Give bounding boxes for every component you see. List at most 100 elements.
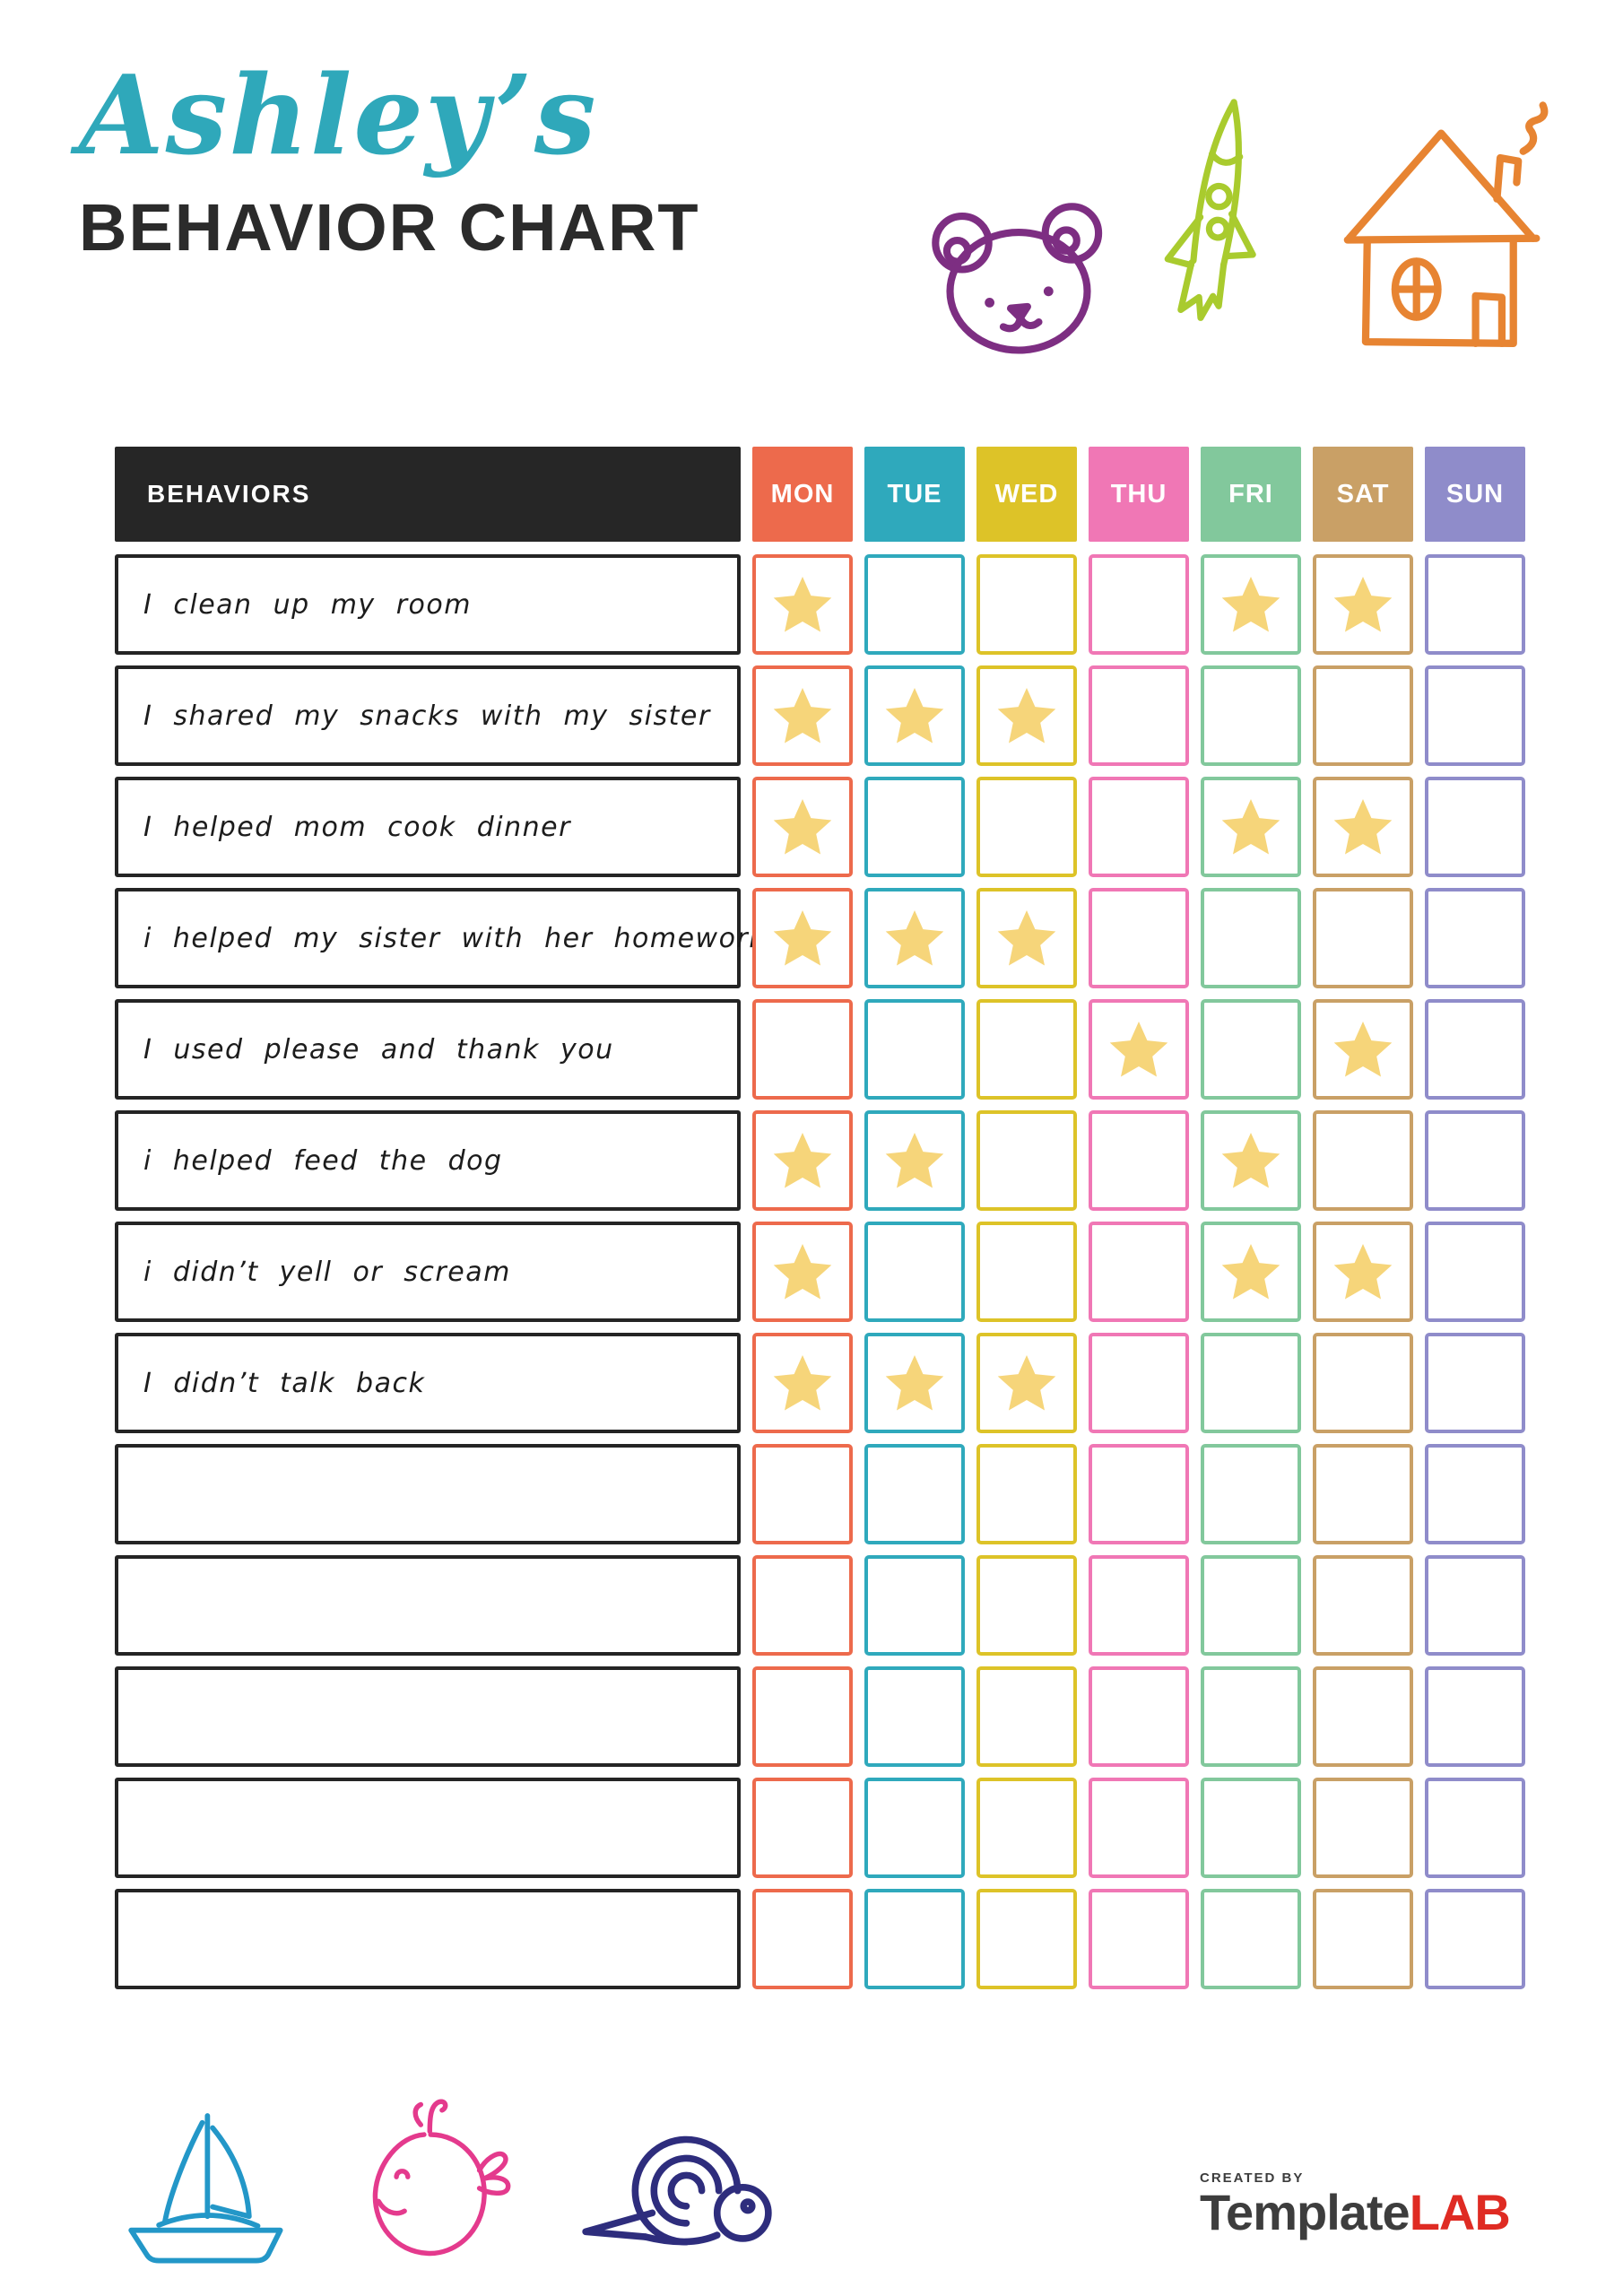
- cell-11-sat[interactable]: [1313, 1666, 1413, 1767]
- cell-12-sat[interactable]: [1313, 1778, 1413, 1878]
- cell-1-sun[interactable]: [1425, 554, 1525, 655]
- behavior-cell-8[interactable]: I didn’t talk back: [115, 1333, 741, 1433]
- cell-11-mon[interactable]: [752, 1666, 853, 1767]
- cell-6-fri[interactable]: [1201, 1110, 1301, 1211]
- cell-5-fri[interactable]: [1201, 999, 1301, 1100]
- cell-3-sun[interactable]: [1425, 777, 1525, 877]
- cell-5-sun[interactable]: [1425, 999, 1525, 1100]
- cell-7-thu[interactable]: [1089, 1222, 1189, 1322]
- cell-3-wed[interactable]: [976, 777, 1077, 877]
- cell-9-thu[interactable]: [1089, 1444, 1189, 1544]
- cell-3-fri[interactable]: [1201, 777, 1301, 877]
- cell-4-wed[interactable]: [976, 888, 1077, 988]
- cell-12-tue[interactable]: [864, 1778, 965, 1878]
- behavior-cell-9[interactable]: [115, 1444, 741, 1544]
- cell-5-tue[interactable]: [864, 999, 965, 1100]
- cell-10-wed[interactable]: [976, 1555, 1077, 1656]
- cell-1-wed[interactable]: [976, 554, 1077, 655]
- cell-13-sun[interactable]: [1425, 1889, 1525, 1989]
- cell-6-sat[interactable]: [1313, 1110, 1413, 1211]
- cell-1-fri[interactable]: [1201, 554, 1301, 655]
- cell-4-thu[interactable]: [1089, 888, 1189, 988]
- cell-8-thu[interactable]: [1089, 1333, 1189, 1433]
- behavior-cell-6[interactable]: i helped feed the dog: [115, 1110, 741, 1211]
- behavior-cell-2[interactable]: I shared my snacks with my sister: [115, 665, 741, 766]
- cell-5-sat[interactable]: [1313, 999, 1413, 1100]
- cell-12-wed[interactable]: [976, 1778, 1077, 1878]
- cell-9-sat[interactable]: [1313, 1444, 1413, 1544]
- cell-1-sat[interactable]: [1313, 554, 1413, 655]
- cell-13-fri[interactable]: [1201, 1889, 1301, 1989]
- cell-10-fri[interactable]: [1201, 1555, 1301, 1656]
- behavior-cell-12[interactable]: [115, 1778, 741, 1878]
- behavior-cell-1[interactable]: I clean up my room: [115, 554, 741, 655]
- behavior-cell-3[interactable]: I helped mom cook dinner: [115, 777, 741, 877]
- cell-1-thu[interactable]: [1089, 554, 1189, 655]
- cell-7-wed[interactable]: [976, 1222, 1077, 1322]
- cell-2-tue[interactable]: [864, 665, 965, 766]
- cell-6-tue[interactable]: [864, 1110, 965, 1211]
- cell-2-wed[interactable]: [976, 665, 1077, 766]
- cell-4-sun[interactable]: [1425, 888, 1525, 988]
- cell-13-sat[interactable]: [1313, 1889, 1413, 1989]
- cell-12-mon[interactable]: [752, 1778, 853, 1878]
- cell-12-thu[interactable]: [1089, 1778, 1189, 1878]
- cell-8-tue[interactable]: [864, 1333, 965, 1433]
- cell-10-mon[interactable]: [752, 1555, 853, 1656]
- cell-10-sun[interactable]: [1425, 1555, 1525, 1656]
- behavior-cell-11[interactable]: [115, 1666, 741, 1767]
- cell-3-tue[interactable]: [864, 777, 965, 877]
- cell-11-fri[interactable]: [1201, 1666, 1301, 1767]
- cell-6-thu[interactable]: [1089, 1110, 1189, 1211]
- cell-8-wed[interactable]: [976, 1333, 1077, 1433]
- behavior-cell-4[interactable]: i helped my sister with her homework: [115, 888, 765, 988]
- cell-9-fri[interactable]: [1201, 1444, 1301, 1544]
- cell-1-tue[interactable]: [864, 554, 965, 655]
- cell-7-sat[interactable]: [1313, 1222, 1413, 1322]
- cell-5-mon[interactable]: [752, 999, 853, 1100]
- cell-4-mon[interactable]: [752, 888, 853, 988]
- cell-13-mon[interactable]: [752, 1889, 853, 1989]
- cell-11-thu[interactable]: [1089, 1666, 1189, 1767]
- cell-10-tue[interactable]: [864, 1555, 965, 1656]
- cell-7-tue[interactable]: [864, 1222, 965, 1322]
- cell-1-mon[interactable]: [752, 554, 853, 655]
- cell-13-wed[interactable]: [976, 1889, 1077, 1989]
- cell-8-mon[interactable]: [752, 1333, 853, 1433]
- cell-9-wed[interactable]: [976, 1444, 1077, 1544]
- cell-11-sun[interactable]: [1425, 1666, 1525, 1767]
- cell-8-fri[interactable]: [1201, 1333, 1301, 1433]
- cell-2-thu[interactable]: [1089, 665, 1189, 766]
- cell-3-thu[interactable]: [1089, 777, 1189, 877]
- behavior-cell-7[interactable]: i didn’t yell or scream: [115, 1222, 741, 1322]
- behavior-cell-13[interactable]: [115, 1889, 741, 1989]
- cell-13-tue[interactable]: [864, 1889, 965, 1989]
- cell-8-sat[interactable]: [1313, 1333, 1413, 1433]
- cell-7-mon[interactable]: [752, 1222, 853, 1322]
- cell-3-mon[interactable]: [752, 777, 853, 877]
- cell-7-fri[interactable]: [1201, 1222, 1301, 1322]
- cell-11-wed[interactable]: [976, 1666, 1077, 1767]
- cell-12-fri[interactable]: [1201, 1778, 1301, 1878]
- cell-5-wed[interactable]: [976, 999, 1077, 1100]
- cell-4-fri[interactable]: [1201, 888, 1301, 988]
- cell-9-sun[interactable]: [1425, 1444, 1525, 1544]
- cell-3-sat[interactable]: [1313, 777, 1413, 877]
- cell-10-thu[interactable]: [1089, 1555, 1189, 1656]
- cell-2-mon[interactable]: [752, 665, 853, 766]
- cell-2-sun[interactable]: [1425, 665, 1525, 766]
- cell-10-sat[interactable]: [1313, 1555, 1413, 1656]
- cell-4-sat[interactable]: [1313, 888, 1413, 988]
- cell-2-fri[interactable]: [1201, 665, 1301, 766]
- cell-6-mon[interactable]: [752, 1110, 853, 1211]
- cell-9-tue[interactable]: [864, 1444, 965, 1544]
- cell-2-sat[interactable]: [1313, 665, 1413, 766]
- cell-8-sun[interactable]: [1425, 1333, 1525, 1433]
- cell-9-mon[interactable]: [752, 1444, 853, 1544]
- cell-6-wed[interactable]: [976, 1110, 1077, 1211]
- cell-4-tue[interactable]: [864, 888, 965, 988]
- cell-11-tue[interactable]: [864, 1666, 965, 1767]
- cell-7-sun[interactable]: [1425, 1222, 1525, 1322]
- cell-6-sun[interactable]: [1425, 1110, 1525, 1211]
- cell-5-thu[interactable]: [1089, 999, 1189, 1100]
